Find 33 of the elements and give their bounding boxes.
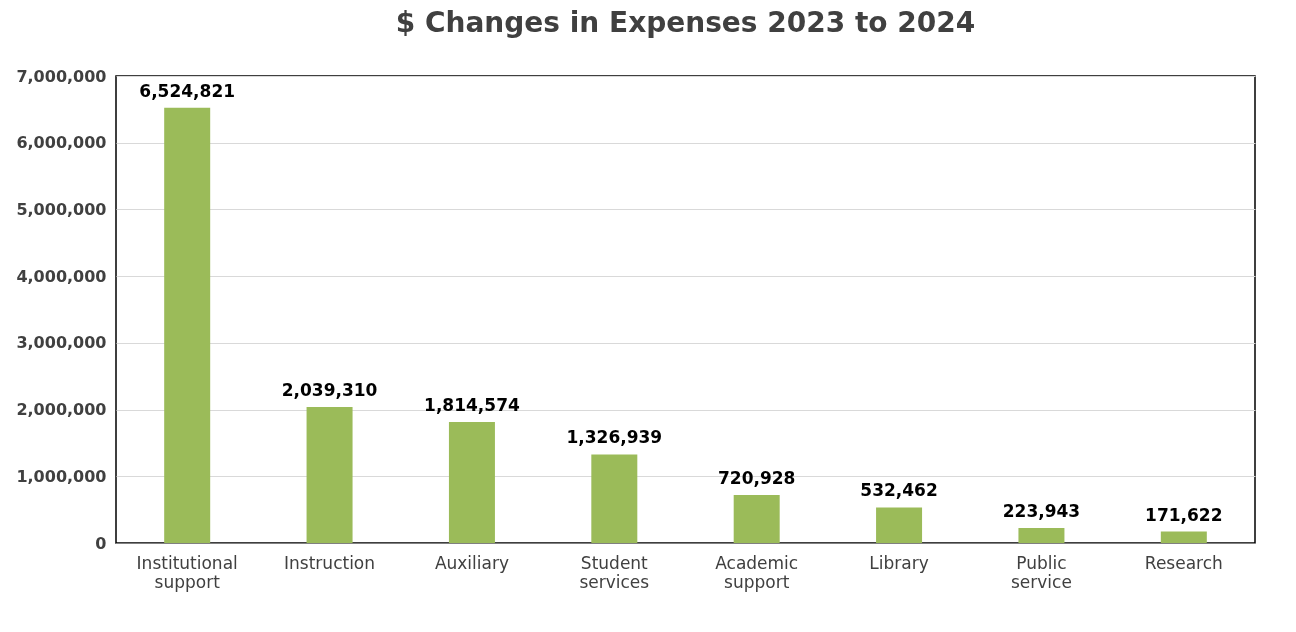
x-tick-label: Student services (579, 552, 650, 592)
x-tick-label: Public service (1010, 552, 1072, 592)
x-tick-label: Instruction (284, 552, 376, 573)
y-tick-label: 2,000,000 (16, 400, 107, 420)
x-tick-label: Research (1144, 552, 1223, 573)
x-tick-label: Institutional support (136, 552, 238, 592)
data-label: 720,928 (717, 467, 796, 488)
x-tick-label: Academic support (715, 552, 799, 592)
data-label: 223,943 (1002, 501, 1081, 522)
data-label: 532,462 (860, 480, 938, 501)
bar (448, 421, 495, 543)
data-label: 1,814,574 (424, 394, 520, 415)
y-tick-label: 1,000,000 (16, 466, 107, 486)
x-tick-label: Auxiliary (434, 552, 509, 573)
data-label: 2,039,310 (281, 379, 378, 400)
y-tick-label: 7,000,000 (16, 66, 107, 86)
bar (591, 454, 638, 543)
bar (1160, 531, 1207, 543)
data-label: 1,326,939 (566, 427, 663, 448)
bar (876, 507, 923, 543)
y-tick-label: 5,000,000 (16, 199, 107, 219)
y-tick-label: 6,000,000 (16, 133, 107, 153)
x-tick-label: Library (869, 552, 929, 573)
bar (164, 107, 211, 543)
bar (306, 406, 353, 543)
y-tick-label: 3,000,000 (16, 333, 107, 353)
y-tick-label: 0 (95, 533, 107, 553)
data-label: 171,622 (1145, 504, 1223, 525)
data-label: 6,524,821 (139, 80, 236, 101)
bar (733, 494, 780, 543)
chart-title: $ Changes in Expenses 2023 to 2024 (395, 6, 976, 39)
y-tick-label: 4,000,000 (16, 266, 107, 286)
bar (1018, 528, 1065, 543)
